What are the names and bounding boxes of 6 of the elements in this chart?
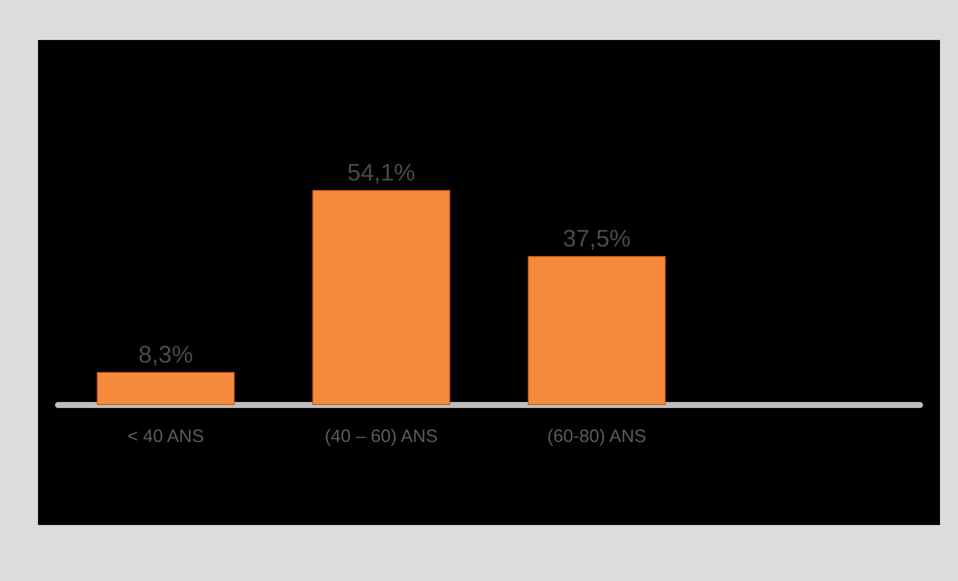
x-tick-label: < 40 ANS	[127, 426, 204, 446]
data-label: 8,3%	[138, 342, 194, 369]
x-tick-label: (40 – 60) ANS	[324, 426, 438, 446]
x-tick-label: (60-80) ANS	[547, 426, 646, 446]
data-label: 37,5%	[562, 225, 631, 252]
data-label: 54,1%	[347, 160, 416, 186]
